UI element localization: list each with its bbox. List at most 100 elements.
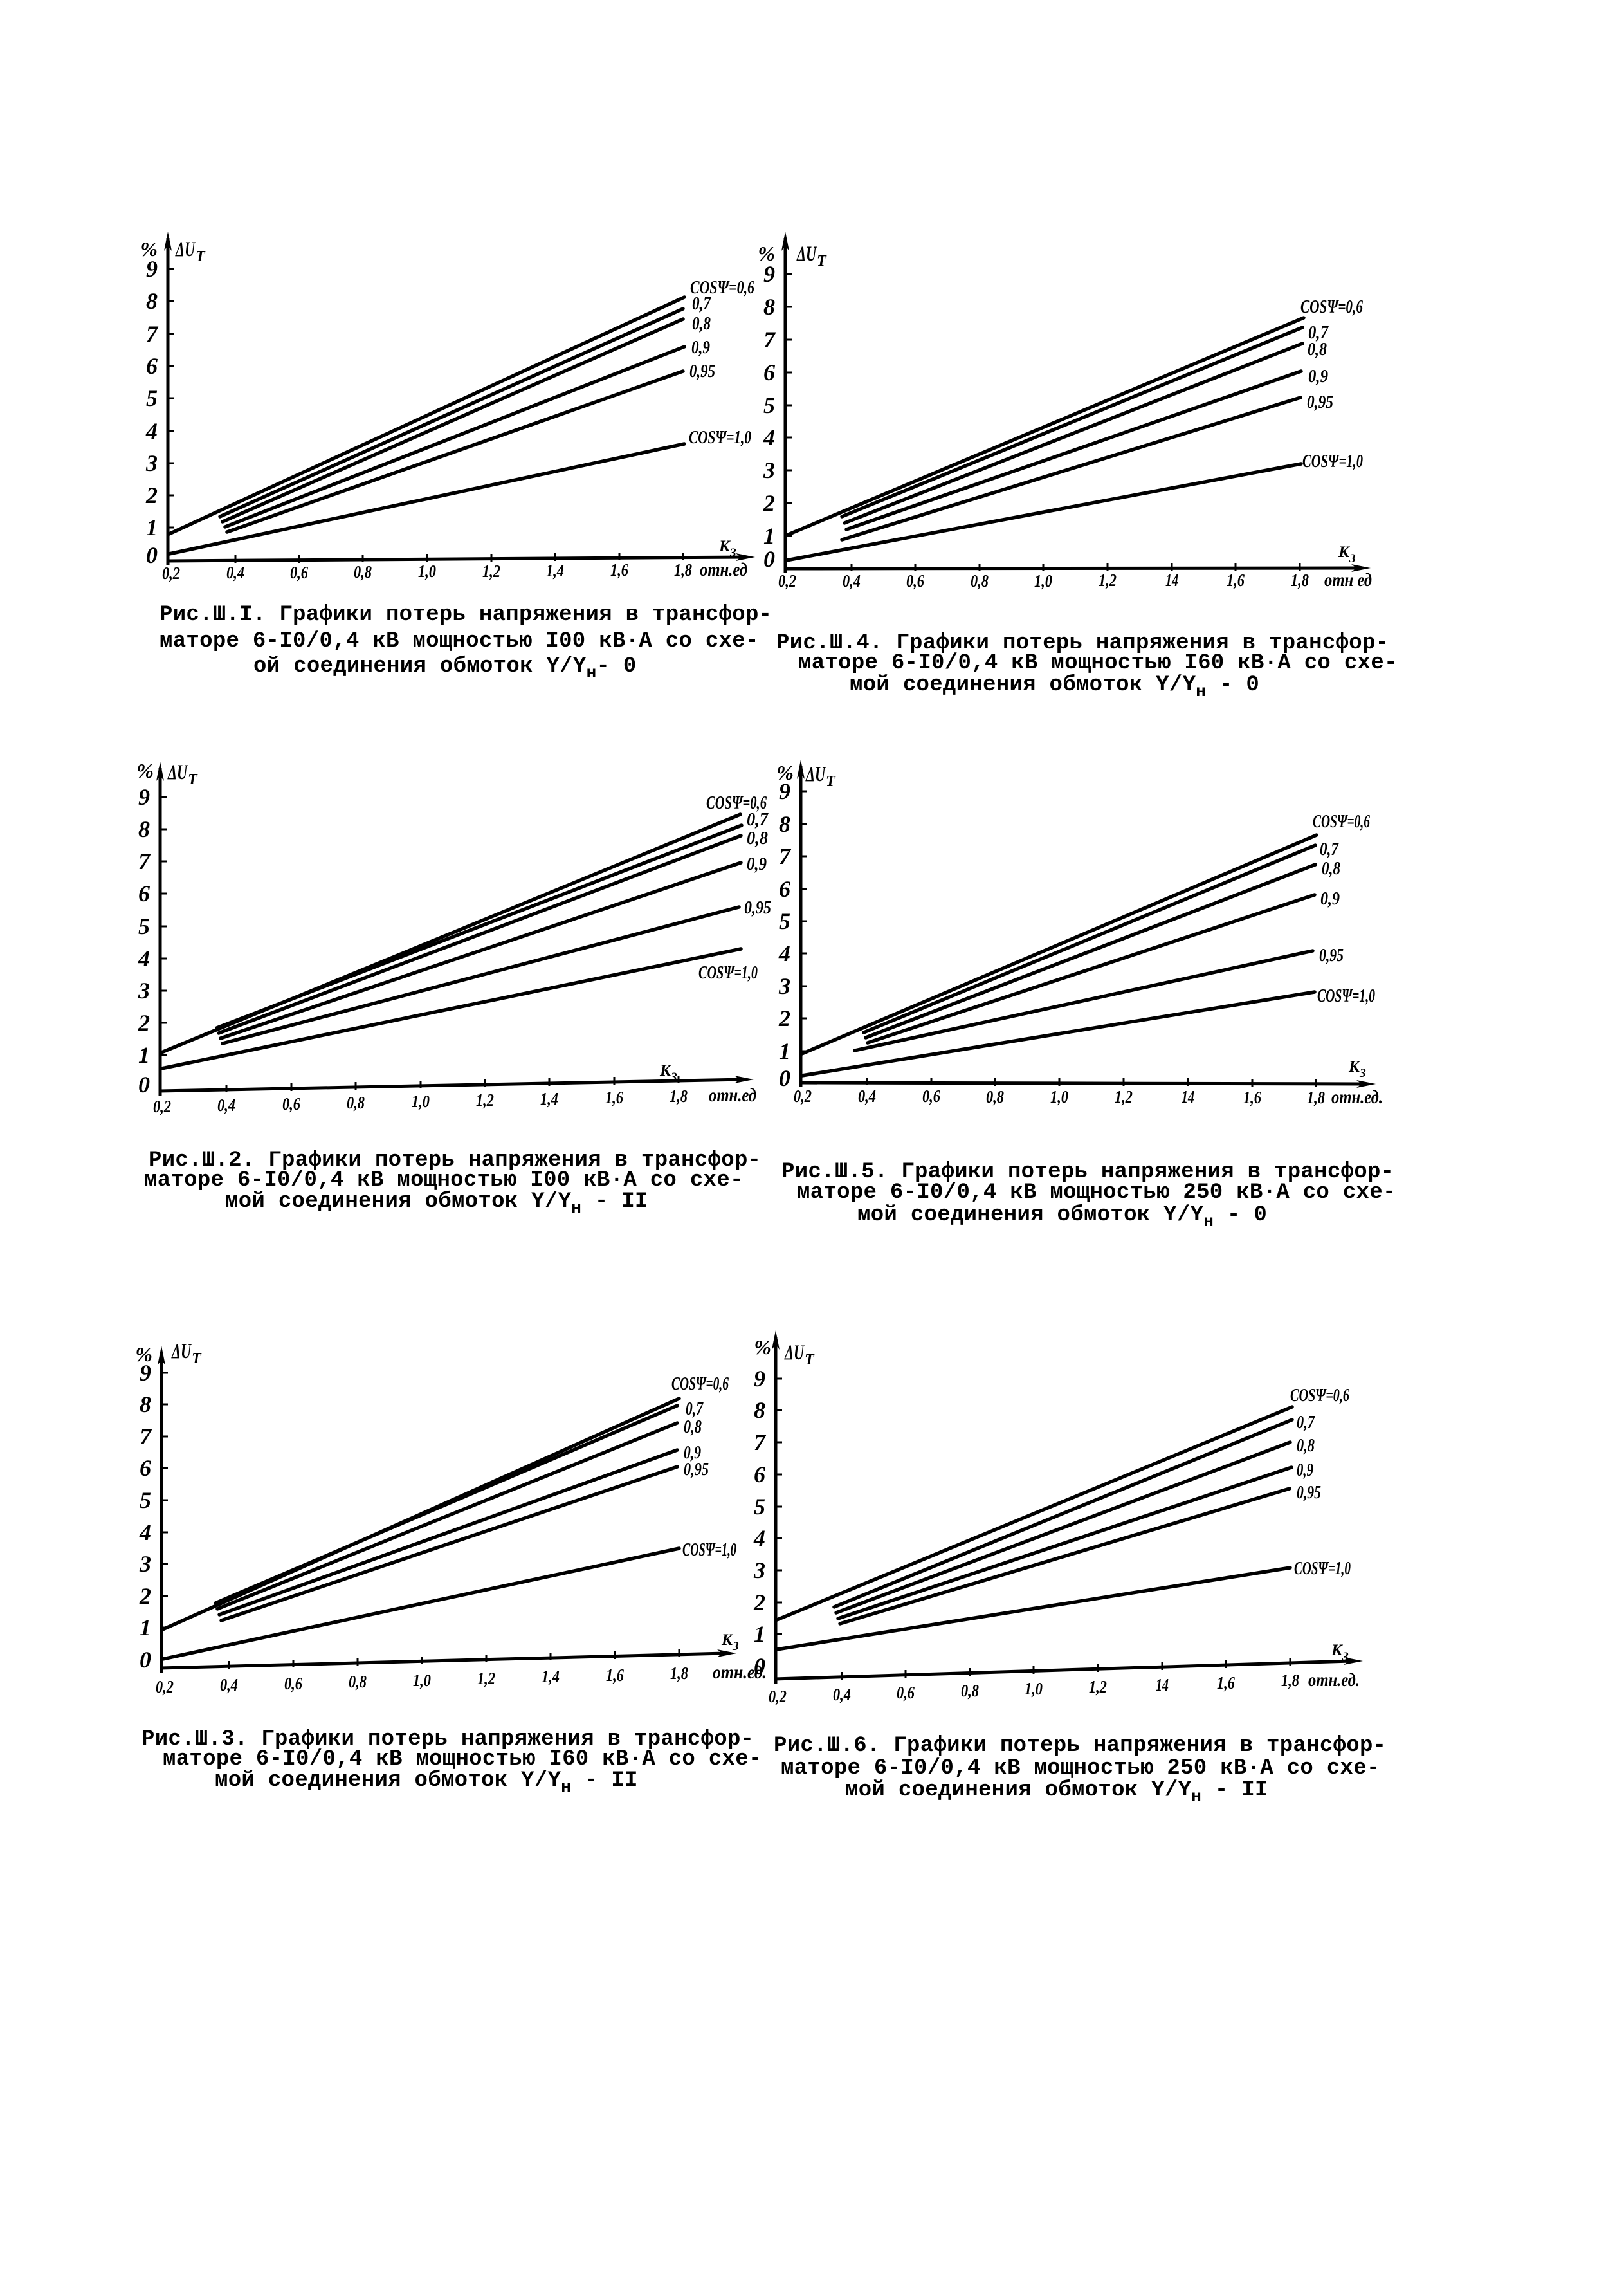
- svg-text:1,4: 1,4: [542, 1667, 560, 1686]
- svg-text:COSΨ=0,6: COSΨ=0,6: [671, 1374, 729, 1394]
- svg-text:2: 2: [778, 1005, 790, 1031]
- svg-text:Т: Т: [826, 773, 836, 790]
- svg-text:отн.ед: отн.ед: [700, 559, 747, 580]
- svg-text:0,6: 0,6: [922, 1087, 940, 1106]
- svg-text:%: %: [754, 1335, 771, 1359]
- svg-text:6: 6: [754, 1462, 765, 1487]
- svg-text:7: 7: [779, 843, 792, 869]
- svg-text:7: 7: [763, 327, 776, 353]
- svg-text:1,0: 1,0: [1050, 1087, 1068, 1106]
- svg-text:5: 5: [754, 1494, 765, 1519]
- svg-text:1: 1: [754, 1621, 765, 1647]
- svg-text:COSΨ=1,0: COSΨ=1,0: [1294, 1559, 1351, 1579]
- svg-text:14: 14: [1182, 1087, 1194, 1106]
- svg-text:1,0: 1,0: [418, 562, 436, 581]
- svg-text:1: 1: [146, 515, 158, 540]
- svg-text:0,4: 0,4: [858, 1087, 876, 1106]
- svg-text:6: 6: [146, 353, 158, 379]
- svg-text:8: 8: [754, 1397, 765, 1423]
- svg-text:0,6: 0,6: [282, 1094, 300, 1114]
- svg-text:1: 1: [763, 523, 775, 549]
- svg-text:0,8: 0,8: [684, 1417, 702, 1437]
- svg-text:8: 8: [146, 288, 158, 314]
- svg-text:1,0: 1,0: [412, 1092, 430, 1111]
- svg-text:0: 0: [754, 1653, 765, 1679]
- svg-text:1,6: 1,6: [1217, 1673, 1235, 1693]
- svg-text:1,8: 1,8: [1281, 1671, 1299, 1690]
- svg-text:маторе 6-I0/0,4 кВ мощностью I: маторе 6-I0/0,4 кВ мощностью I60 кВ·А со…: [163, 1747, 762, 1772]
- svg-text:Т: Т: [192, 1350, 202, 1367]
- svg-text:14: 14: [1165, 571, 1178, 590]
- svg-text:COSΨ=0,6: COSΨ=0,6: [706, 793, 767, 813]
- svg-text:0,9: 0,9: [691, 338, 710, 358]
- svg-text:0,6: 0,6: [284, 1674, 302, 1693]
- svg-text:0,7: 0,7: [747, 810, 769, 830]
- svg-text:2: 2: [138, 1010, 150, 1036]
- svg-text:0,4: 0,4: [226, 563, 244, 582]
- svg-text:5: 5: [146, 385, 158, 411]
- svg-text:5: 5: [138, 913, 150, 939]
- svg-text:1: 1: [138, 1042, 150, 1068]
- svg-text:1,2: 1,2: [476, 1090, 494, 1110]
- svg-text:0,95: 0,95: [1297, 1483, 1321, 1503]
- svg-text:Т: Т: [188, 771, 198, 788]
- svg-text:COSΨ=1,0: COSΨ=1,0: [698, 963, 758, 983]
- svg-text:6: 6: [140, 1455, 151, 1481]
- svg-text:мой соединения обмоток Y/Yн​ -: мой соединения обмоток Y/Yн​ - II: [845, 1778, 1268, 1806]
- svg-text:1,4: 1,4: [540, 1089, 558, 1108]
- svg-text:0,7: 0,7: [686, 1399, 704, 1419]
- svg-text:0,95: 0,95: [1319, 946, 1344, 966]
- svg-text:COSΨ=1,0: COSΨ=1,0: [1317, 986, 1375, 1006]
- svg-text:ΔU: ΔU: [796, 243, 817, 266]
- svg-text:0,9: 0,9: [684, 1443, 701, 1463]
- svg-text:Т: Т: [817, 253, 827, 270]
- svg-text:1,6: 1,6: [605, 1088, 623, 1107]
- svg-text:1,6: 1,6: [1227, 571, 1245, 590]
- svg-text:COSΨ=0,6: COSΨ=0,6: [1300, 297, 1363, 317]
- svg-text:отн.ед.: отн.ед.: [1308, 1669, 1360, 1691]
- svg-text:9: 9: [140, 1360, 151, 1386]
- svg-text:отн.ед.: отн.ед.: [713, 1662, 767, 1683]
- svg-text:8: 8: [763, 294, 775, 320]
- svg-text:3: 3: [145, 450, 158, 476]
- svg-text:0,6: 0,6: [290, 563, 308, 582]
- svg-text:14: 14: [1156, 1675, 1169, 1694]
- svg-text:Рис.Ш.6. Графики потерь напряж: Рис.Ш.6. Графики потерь напряжения в тра…: [774, 1734, 1386, 1758]
- svg-text:7: 7: [754, 1429, 767, 1455]
- svg-text:1,2: 1,2: [1115, 1087, 1133, 1106]
- svg-text:9: 9: [763, 261, 775, 287]
- svg-text:мой соединения обмоток Y/Yн​ -: мой соединения обмоток Y/Yн​ - II: [225, 1189, 648, 1218]
- svg-text:0,4: 0,4: [217, 1096, 235, 1115]
- svg-text:8: 8: [779, 811, 790, 837]
- svg-text:Рис.Ш.I. Графики потерь напряж: Рис.Ш.I. Графики потерь напряжения в тра…: [160, 603, 772, 627]
- svg-text:COSΨ=1,0: COSΨ=1,0: [1302, 452, 1363, 472]
- svg-text:7: 7: [146, 321, 159, 347]
- svg-text:маторе 6-I0/0,4 кВ мощностью I: маторе 6-I0/0,4 кВ мощностью I60 кВ·А со…: [798, 651, 1398, 675]
- svg-text:1,8: 1,8: [670, 1664, 688, 1683]
- svg-text:0: 0: [140, 1647, 151, 1673]
- svg-text:%: %: [140, 237, 158, 261]
- svg-text:0,2: 0,2: [794, 1087, 812, 1106]
- svg-text:7: 7: [140, 1424, 152, 1449]
- svg-text:маторе 6-I0/0,4 кВ мощностью I: маторе 6-I0/0,4 кВ мощностью I00 кВ·А со…: [144, 1168, 744, 1193]
- svg-text:0: 0: [138, 1072, 150, 1097]
- svg-text:1,6: 1,6: [606, 1666, 624, 1685]
- svg-text:Рис.Ш.3. Графики потерь напряж: Рис.Ш.3. Графики потерь напряжения в тра…: [141, 1727, 754, 1752]
- svg-text:0,4: 0,4: [833, 1685, 851, 1704]
- svg-text:0,7: 0,7: [692, 294, 711, 314]
- svg-text:ΔU: ΔU: [784, 1341, 805, 1364]
- svg-text:0,7: 0,7: [1308, 323, 1329, 343]
- svg-text:Т: Т: [196, 248, 206, 265]
- svg-text:0,8: 0,8: [1308, 340, 1327, 360]
- svg-text:1: 1: [779, 1038, 790, 1064]
- svg-text:0,6: 0,6: [897, 1683, 915, 1702]
- svg-text:мой соединения обмоток Y/Yн​ -: мой соединения обмоток Y/Yн​ - 0: [850, 673, 1259, 701]
- svg-text:3: 3: [763, 457, 775, 483]
- svg-text:5: 5: [779, 908, 790, 934]
- svg-text:отн.ед: отн.ед: [709, 1085, 756, 1106]
- svg-text:COSΨ=0,6: COSΨ=0,6: [1313, 812, 1370, 832]
- svg-text:0,2: 0,2: [156, 1677, 174, 1696]
- svg-text:0,2: 0,2: [778, 571, 796, 591]
- svg-text:0,8: 0,8: [354, 562, 372, 582]
- svg-text:1,2: 1,2: [477, 1669, 495, 1688]
